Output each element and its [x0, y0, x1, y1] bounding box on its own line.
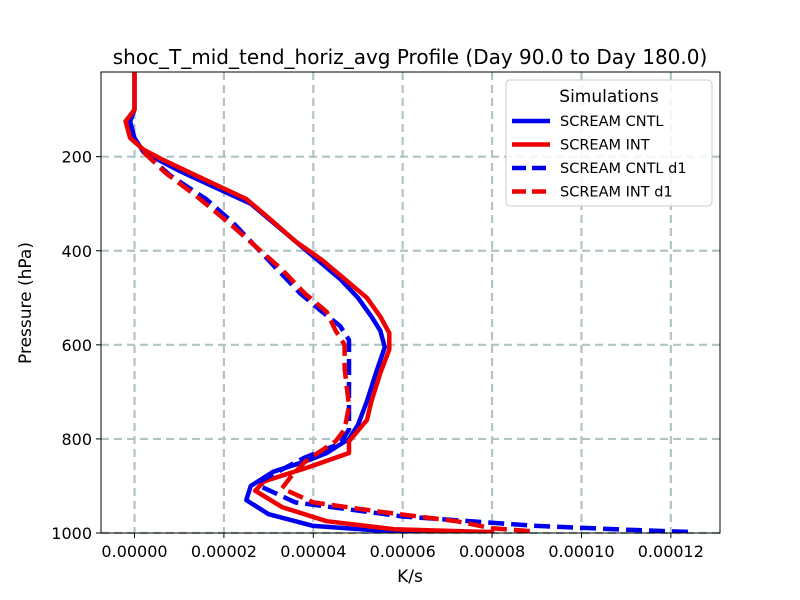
x-tick-label: 0.00008: [459, 542, 525, 561]
x-tick-label: 0.00004: [280, 542, 346, 561]
legend-title: Simulations: [559, 87, 659, 107]
x-tick-label: 0.00002: [191, 542, 257, 561]
axis-ticks: 0.00000 0.00002 0.00004 0.00006 0.00008 0.000…: [51, 148, 704, 561]
series-group: [123, 72, 694, 533]
series-line-scream-int-d1: [141, 150, 537, 533]
legend: Simulations SCREAM CNTL SCREAM INT SCREAM …: [505, 79, 713, 207]
series-line-scream-cntl: [127, 72, 495, 533]
x-tick-label: 0.00006: [370, 542, 436, 561]
plot-area-frame: [100, 71, 721, 534]
y-tick-label: 1000: [51, 524, 92, 543]
x-axis-label: K/s: [397, 567, 423, 587]
x-tick-label: 0.00012: [638, 542, 704, 561]
y-tick-label: 400: [61, 242, 92, 261]
series-line-scream-int: [123, 72, 495, 533]
legend-entry-label: SCREAM INT d1: [560, 185, 673, 201]
legend-entry-label: SCREAM INT: [560, 138, 650, 154]
x-tick-label: 0.00000: [101, 542, 167, 561]
legend-entry-label: SCREAM CNTL d1: [560, 161, 687, 177]
legend-box: [505, 79, 713, 207]
x-tick-label: 0.00010: [548, 542, 614, 561]
y-tick-label: 200: [61, 148, 92, 167]
y-tick-label: 800: [61, 430, 92, 449]
legend-entry-label: SCREAM CNTL: [560, 114, 664, 130]
y-axis-label: Pressure (hPa): [16, 242, 36, 364]
series-line-scream-cntl-d1: [142, 150, 694, 533]
chart-title: shoc_T_mid_tend_horiz_avg Profile (Day 9…: [113, 45, 708, 69]
y-tick-label: 600: [61, 336, 92, 355]
